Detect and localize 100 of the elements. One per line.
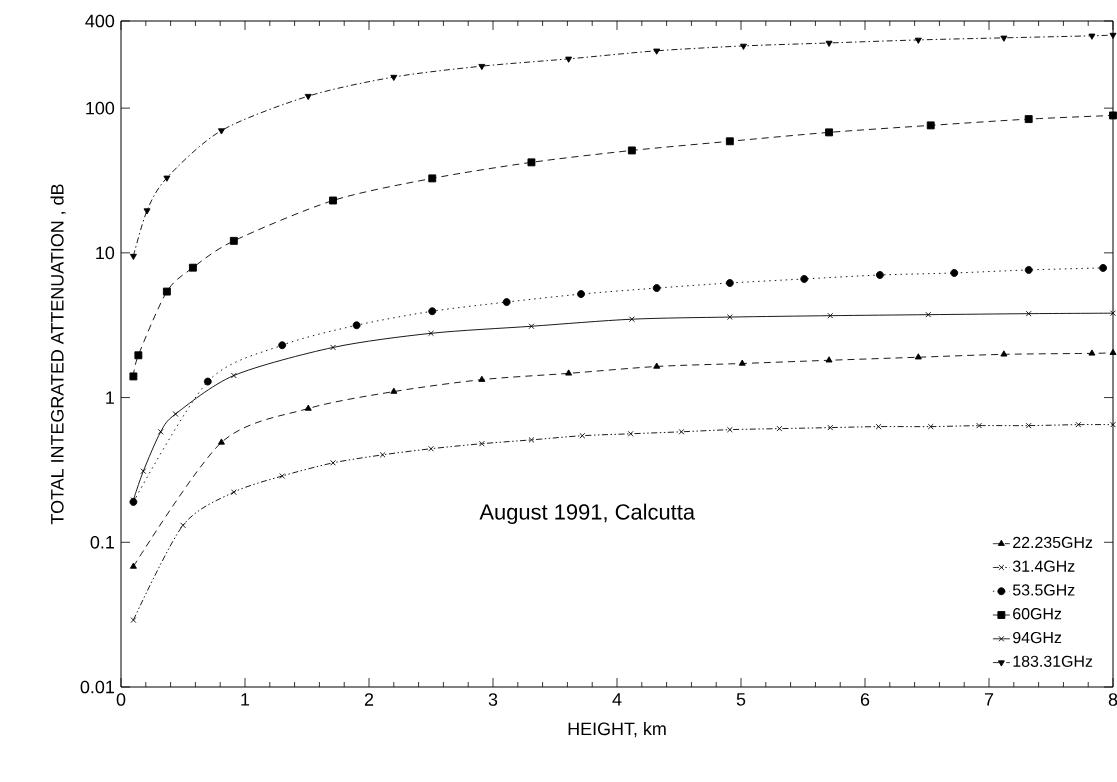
point xyxy=(130,617,137,623)
y-tick-label: 10 xyxy=(96,246,115,260)
point xyxy=(825,356,833,363)
point xyxy=(478,375,486,382)
x-tick-label: 4 xyxy=(612,693,622,706)
y-axis-title: TOTAL INTEGRATED ATTENUATION , dB xyxy=(50,184,66,525)
point xyxy=(927,423,934,430)
y-tick-label: 100 xyxy=(86,101,115,115)
x-tick-label: 1 xyxy=(241,693,250,706)
point xyxy=(330,459,336,466)
y-tick-label: 0.1 xyxy=(90,535,114,549)
point xyxy=(502,298,511,306)
point xyxy=(565,56,573,63)
point xyxy=(740,43,747,50)
x-tick-label: 5 xyxy=(736,693,746,706)
point xyxy=(653,362,661,369)
point xyxy=(628,316,635,323)
annotation: August 1991, Calcutta xyxy=(479,503,696,525)
point xyxy=(1024,266,1033,274)
point xyxy=(976,422,982,429)
point xyxy=(428,330,434,337)
point xyxy=(129,562,137,569)
legend-label: 94GHz xyxy=(1013,631,1062,644)
x-tick-label: 7 xyxy=(984,693,994,706)
point xyxy=(678,428,685,435)
legend-label: 53.5GHz xyxy=(1012,584,1075,596)
point xyxy=(129,253,137,261)
point xyxy=(352,321,361,330)
point xyxy=(1109,111,1117,120)
point xyxy=(428,445,434,452)
point xyxy=(827,312,834,319)
point xyxy=(527,158,536,167)
x-tick-label: 8 xyxy=(1108,693,1117,706)
point xyxy=(428,307,437,316)
point xyxy=(652,284,661,292)
point xyxy=(725,279,734,287)
point xyxy=(726,314,733,320)
point xyxy=(1088,33,1096,40)
y-tick-label: 400 xyxy=(85,14,115,28)
point xyxy=(134,351,143,360)
point xyxy=(1099,263,1108,272)
point xyxy=(229,236,238,245)
point xyxy=(1025,310,1032,317)
point xyxy=(278,341,287,350)
point xyxy=(577,290,585,298)
legend-label: 183.31GHz xyxy=(1013,655,1093,667)
point xyxy=(478,440,485,447)
point xyxy=(162,287,171,296)
y-tick-label: 1 xyxy=(106,391,114,404)
point xyxy=(172,411,179,417)
point xyxy=(1024,115,1033,124)
point xyxy=(304,93,312,101)
point xyxy=(1109,348,1117,355)
legend-label: 31.4GHz xyxy=(1012,560,1075,572)
point xyxy=(1075,421,1082,428)
point xyxy=(329,196,337,205)
point xyxy=(157,428,164,435)
point xyxy=(950,269,959,277)
point xyxy=(875,271,884,279)
point xyxy=(163,175,171,182)
point xyxy=(875,423,882,430)
point xyxy=(230,489,237,496)
point xyxy=(579,432,586,439)
point xyxy=(926,121,935,130)
point xyxy=(627,430,634,437)
legend-label: 22.235GHz xyxy=(1013,536,1093,549)
point xyxy=(528,436,535,443)
point xyxy=(914,353,922,360)
point xyxy=(1110,421,1116,428)
x-tick-label: 6 xyxy=(860,693,870,706)
point xyxy=(390,74,398,81)
point xyxy=(738,359,746,366)
point xyxy=(1025,422,1032,429)
x-axis-title: HEIGHT, km xyxy=(568,722,666,738)
point xyxy=(627,146,636,155)
point xyxy=(188,263,197,272)
point xyxy=(428,174,437,183)
point xyxy=(1000,350,1008,357)
point xyxy=(914,37,922,44)
point xyxy=(304,404,312,411)
point xyxy=(217,128,225,135)
point xyxy=(825,128,833,137)
point xyxy=(827,424,834,431)
legend-label: 60GHz xyxy=(1013,608,1062,620)
point xyxy=(726,426,733,433)
point xyxy=(203,377,212,386)
point xyxy=(528,323,535,330)
point xyxy=(279,473,286,479)
point xyxy=(565,369,573,376)
x-tick-label: 0 xyxy=(116,693,126,706)
point xyxy=(390,387,398,394)
x-tick-label: 3 xyxy=(488,693,498,706)
point xyxy=(725,137,734,146)
point xyxy=(217,438,225,445)
point xyxy=(925,311,932,318)
point xyxy=(800,275,809,283)
point xyxy=(1000,35,1008,42)
point xyxy=(478,63,486,71)
point xyxy=(129,372,138,381)
point xyxy=(180,522,186,529)
